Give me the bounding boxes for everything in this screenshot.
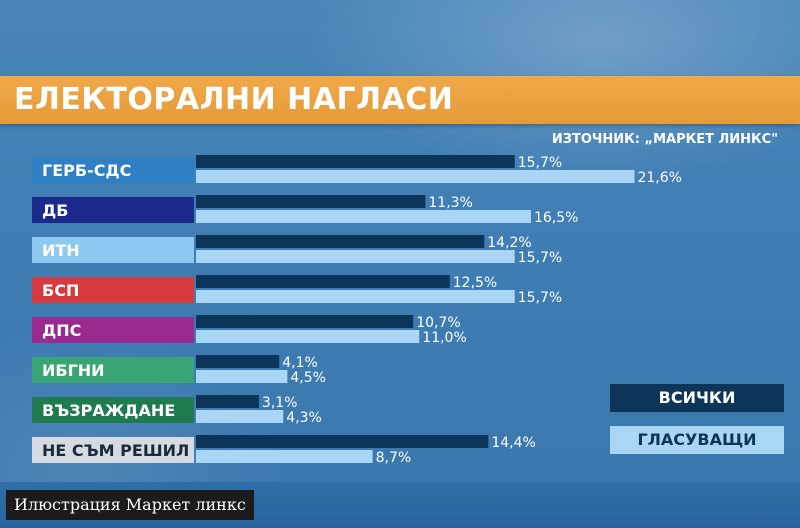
category-label-box [32, 317, 194, 343]
legend-item-voters: ГЛАСУВАЩИ [610, 426, 784, 454]
category-label-box [32, 357, 194, 383]
bar-voters [196, 330, 420, 343]
data-label: 15,7% [518, 290, 562, 306]
data-label: 12,5% [453, 275, 497, 291]
category-label: НЕ СЪМ РЕШИЛ [42, 441, 189, 460]
bar-all [196, 355, 280, 368]
bar-voters [196, 290, 515, 303]
data-label: 4,3% [286, 410, 322, 426]
category-label-box [32, 197, 194, 223]
data-label: 15,7% [518, 250, 562, 266]
category-label: БСП [42, 281, 79, 300]
bar-all [196, 155, 515, 168]
data-label: 21,6% [637, 170, 681, 186]
bar-voters [196, 210, 531, 223]
data-label: 4,1% [282, 355, 318, 371]
data-label: 14,4% [491, 435, 535, 451]
data-label: 11,0% [422, 330, 466, 346]
category-label: ДПС [42, 321, 81, 340]
legend-item-all: ВСИЧКИ [610, 384, 784, 412]
bar-voters [196, 250, 515, 263]
category-label-box [32, 437, 194, 463]
data-label: 15,7% [518, 155, 562, 171]
caption-text: Илюстрация Маркет линкс [6, 490, 254, 520]
category-label: ГЕРБ-СДС [42, 161, 131, 180]
category-label: ВЪЗРАЖДАНЕ [42, 401, 175, 420]
chart-title: ЕЛЕКТОРАЛНИ НАГЛАСИ [14, 82, 454, 117]
caption-bar: Илюстрация Маркет линкс [0, 482, 800, 528]
data-label: 16,5% [534, 210, 578, 226]
bar-all [196, 275, 450, 288]
bar-voters [196, 410, 284, 423]
category-label-box [32, 157, 194, 183]
data-label: 14,2% [487, 235, 531, 251]
data-label: 8,7% [376, 450, 412, 466]
category-label-box [32, 397, 194, 423]
bar-all [196, 195, 426, 208]
bar-voters [196, 450, 373, 463]
data-label: 11,3% [428, 195, 472, 211]
bar-voters [196, 170, 635, 183]
category-label-box [32, 237, 194, 263]
bar-voters [196, 370, 288, 383]
bar-all [196, 395, 259, 408]
category-label: ИТН [42, 241, 80, 260]
source-label: ИЗТОЧНИК: „МАРКЕТ ЛИНКС" [551, 132, 778, 147]
category-label: ДБ [42, 201, 68, 220]
data-label: 4,5% [290, 370, 326, 386]
title-bar: ЕЛЕКТОРАЛНИ НАГЛАСИ [0, 76, 800, 124]
bar-all [196, 435, 489, 448]
bar-all [196, 235, 485, 248]
category-label-box [32, 277, 194, 303]
data-label: 3,1% [262, 395, 298, 411]
data-label: 10,7% [416, 315, 460, 331]
category-label: ИБГНИ [42, 361, 105, 380]
bar-all [196, 315, 414, 328]
